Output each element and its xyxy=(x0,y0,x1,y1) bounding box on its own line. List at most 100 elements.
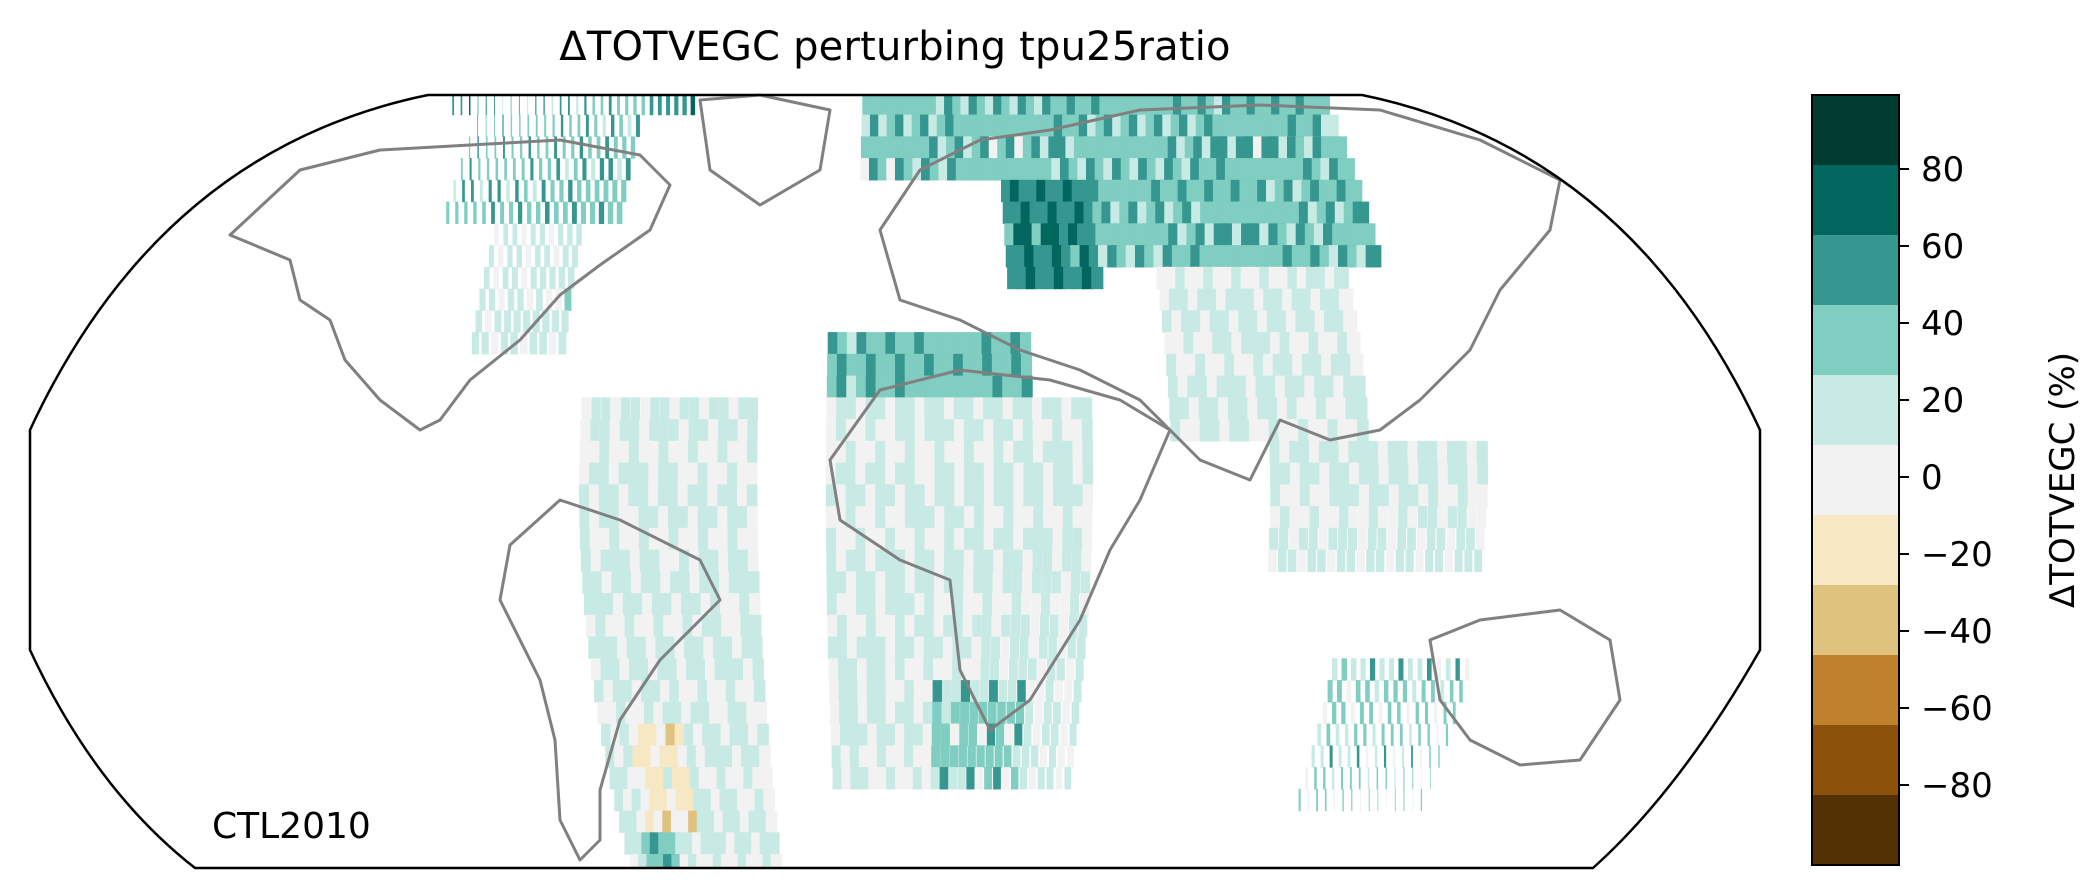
grid-cell xyxy=(973,158,984,181)
grid-cell xyxy=(1378,462,1390,485)
grid-cell xyxy=(620,549,632,572)
colorbar-band xyxy=(1812,795,1899,865)
colorbar-band xyxy=(1812,445,1899,515)
grid-cell xyxy=(1319,462,1331,485)
grid-cell xyxy=(697,506,709,529)
grid-cell xyxy=(618,506,630,529)
grid-cell xyxy=(1466,527,1475,551)
grid-cell xyxy=(1378,484,1389,507)
grid-cell xyxy=(969,701,979,725)
grid-cell xyxy=(1289,462,1301,485)
grid-cell xyxy=(718,549,730,572)
grid-cell xyxy=(693,636,706,659)
grid-cell xyxy=(544,245,550,268)
grid-cell xyxy=(553,245,560,268)
grid-cell xyxy=(1183,332,1196,355)
grid-cell xyxy=(922,701,933,725)
grid-cell xyxy=(1056,658,1065,681)
grid-cell xyxy=(973,462,985,485)
grid-cell xyxy=(1003,419,1014,442)
grid-cell xyxy=(1343,310,1358,333)
grid-cell xyxy=(1003,462,1015,485)
grid-cell xyxy=(507,288,515,311)
grid-cell xyxy=(718,397,729,420)
grid-cell xyxy=(500,332,509,355)
grid-cell xyxy=(1359,223,1376,246)
grid-cell xyxy=(1053,266,1066,290)
grid-cell xyxy=(529,332,538,355)
grid-cell xyxy=(580,201,586,224)
grid-cell xyxy=(986,114,998,137)
grid-cell xyxy=(668,419,679,442)
grid-cell xyxy=(992,375,1004,398)
grid-cell xyxy=(992,397,1004,420)
grid-cell xyxy=(759,745,771,768)
grid-cell xyxy=(1082,506,1093,529)
grid-cell xyxy=(1041,723,1050,746)
grid-cell xyxy=(532,179,537,203)
grid-cell xyxy=(1437,506,1448,529)
grid-cell xyxy=(958,745,967,768)
grid-cell xyxy=(1062,506,1073,529)
grid-cell xyxy=(895,614,906,638)
grid-cell xyxy=(670,571,682,594)
grid-cell xyxy=(746,701,758,725)
grid-cell xyxy=(633,95,637,116)
grid-cell xyxy=(1263,353,1276,377)
grid-cell xyxy=(1284,375,1298,398)
grid-cell xyxy=(1049,223,1062,246)
grid-cell xyxy=(992,593,1002,616)
grid-cell xyxy=(576,95,579,116)
grid-cell xyxy=(1002,201,1014,224)
grid-cell xyxy=(1294,375,1307,398)
grid-cell xyxy=(856,593,867,616)
grid-cell xyxy=(638,462,649,485)
grid-cell xyxy=(1061,397,1073,420)
grid-cell xyxy=(885,462,896,485)
grid-cell xyxy=(1193,332,1206,355)
grid-cell xyxy=(994,745,1003,768)
grid-cell xyxy=(1036,179,1049,203)
grid-cell xyxy=(1309,484,1320,507)
grid-cell xyxy=(503,223,508,246)
grid-cell xyxy=(1257,397,1270,420)
grid-cell xyxy=(1296,397,1309,420)
grid-cell xyxy=(1476,440,1488,464)
grid-cell xyxy=(568,179,573,203)
grid-cell xyxy=(551,310,560,333)
grid-cell xyxy=(835,484,847,507)
grid-cell xyxy=(709,701,722,725)
grid-cell xyxy=(1061,245,1074,268)
grid-cell xyxy=(1447,484,1459,507)
grid-cell xyxy=(1464,549,1473,572)
grid-cell xyxy=(1279,527,1289,551)
grid-cell xyxy=(1005,723,1014,746)
grid-cell xyxy=(507,245,513,268)
grid-cell xyxy=(914,636,925,659)
grid-cell xyxy=(1377,788,1379,812)
grid-cell xyxy=(895,114,905,137)
grid-cell xyxy=(755,701,768,725)
grid-cell xyxy=(688,680,701,703)
grid-cell xyxy=(634,614,647,638)
grid-cell xyxy=(991,332,1003,355)
grid-cell xyxy=(1335,397,1348,420)
grid-cell xyxy=(1476,527,1485,551)
grid-cell xyxy=(591,158,596,181)
grid-cell xyxy=(904,484,916,507)
grid-cell xyxy=(1269,440,1281,464)
grid-cell xyxy=(588,136,592,159)
grid-cell xyxy=(924,484,936,507)
grid-cell xyxy=(1329,462,1340,485)
grid-cell xyxy=(1270,484,1281,507)
grid-cell xyxy=(659,549,671,572)
grid-cell xyxy=(658,527,670,551)
grid-cell xyxy=(1161,310,1175,333)
grid-cell xyxy=(1269,506,1280,529)
grid-cell xyxy=(674,95,679,116)
grid-cell xyxy=(859,767,870,790)
grid-cell xyxy=(934,462,945,485)
grid-cell xyxy=(689,571,702,594)
grid-cell xyxy=(521,223,527,246)
grid-cell xyxy=(1358,767,1361,790)
